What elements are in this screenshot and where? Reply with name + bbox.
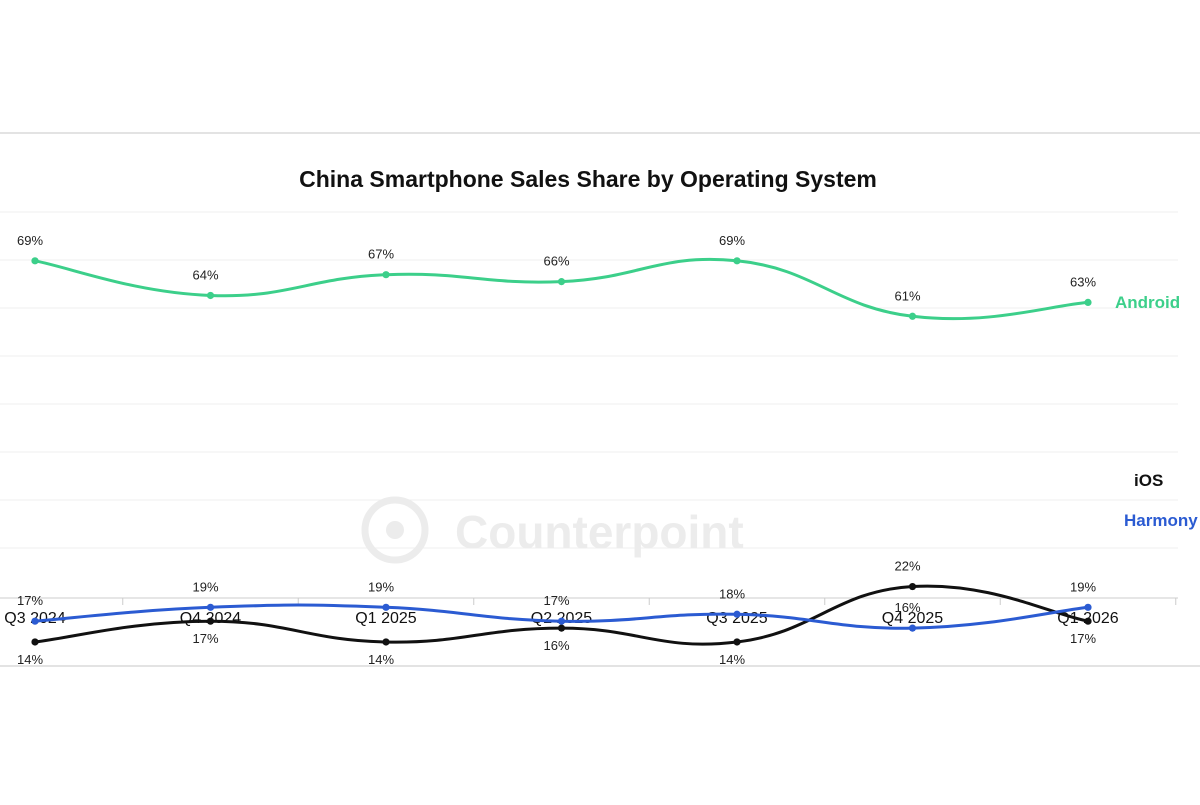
data-label-ios: 16%	[543, 638, 569, 653]
data-label-harmony: 17%	[17, 593, 43, 608]
data-point-android	[1084, 298, 1092, 307]
x-tick-label: Q1 2025	[355, 610, 416, 627]
data-label-harmony: 19%	[368, 579, 394, 594]
data-label-ios: 14%	[719, 652, 745, 667]
data-point-android	[382, 271, 390, 279]
series-end-labels: Android Harmony iOS	[1115, 293, 1198, 530]
data-point-ios	[1084, 617, 1092, 625]
data-point-ios	[382, 638, 390, 646]
x-tick-label: Q4 2025	[882, 610, 943, 627]
data-point-harmony	[908, 624, 917, 632]
data-labels: 14% 17% 14% 16% 14% 22% 17% 17% 19% 19% 17% 18% 16% 1…	[17, 233, 1096, 667]
watermark-text: Counterpoint	[455, 506, 744, 558]
data-label-android: 63%	[1070, 274, 1096, 289]
data-label-android: 69%	[17, 233, 43, 248]
data-point-harmony	[1084, 603, 1092, 611]
data-label-ios: 14%	[17, 652, 43, 667]
watermark-group: Counterpoint	[361, 496, 744, 564]
chart-title: China Smartphone Sales Share by Operatin…	[299, 166, 877, 192]
data-label-harmony: 18%	[719, 586, 745, 601]
series-name-android: Android	[1115, 293, 1180, 312]
data-point-harmony	[733, 610, 741, 618]
data-label-android: 61%	[894, 288, 920, 303]
series-name-harmony: Harmony	[1124, 511, 1198, 530]
data-point-android	[733, 257, 741, 265]
data-label-android: 64%	[192, 267, 218, 282]
data-point-harmony	[382, 603, 390, 611]
data-point-harmony	[31, 617, 39, 625]
watermark-logo-icon	[361, 496, 429, 564]
series-points	[31, 257, 1092, 646]
data-label-ios: 14%	[368, 652, 394, 667]
data-point-ios	[733, 638, 741, 646]
data-point-android	[31, 257, 39, 265]
data-point-android	[908, 312, 917, 320]
data-label-ios: 22%	[894, 559, 920, 574]
data-label-ios: 17%	[192, 631, 218, 646]
data-label-harmony: 19%	[192, 579, 218, 594]
data-point-android	[557, 278, 566, 286]
series-name-ios: iOS	[1134, 471, 1163, 490]
data-label-android: 66%	[543, 254, 569, 269]
data-point-harmony	[206, 603, 215, 611]
data-point-ios	[557, 624, 566, 632]
data-point-ios	[206, 617, 215, 625]
watermark-logo-dot-icon	[386, 521, 404, 539]
data-point-ios	[31, 638, 39, 646]
data-label-harmony: 19%	[1070, 579, 1096, 594]
data-point-android	[206, 291, 215, 300]
data-label-ios: 17%	[1070, 631, 1096, 646]
data-point-ios	[908, 582, 917, 591]
data-label-android: 69%	[719, 233, 745, 248]
data-label-harmony: 16%	[894, 600, 920, 615]
x-axis-ticks	[122, 598, 1177, 605]
gridlines	[0, 211, 1178, 549]
data-point-harmony	[557, 617, 566, 625]
data-label-harmony: 17%	[543, 593, 569, 608]
data-label-android: 67%	[368, 247, 394, 262]
